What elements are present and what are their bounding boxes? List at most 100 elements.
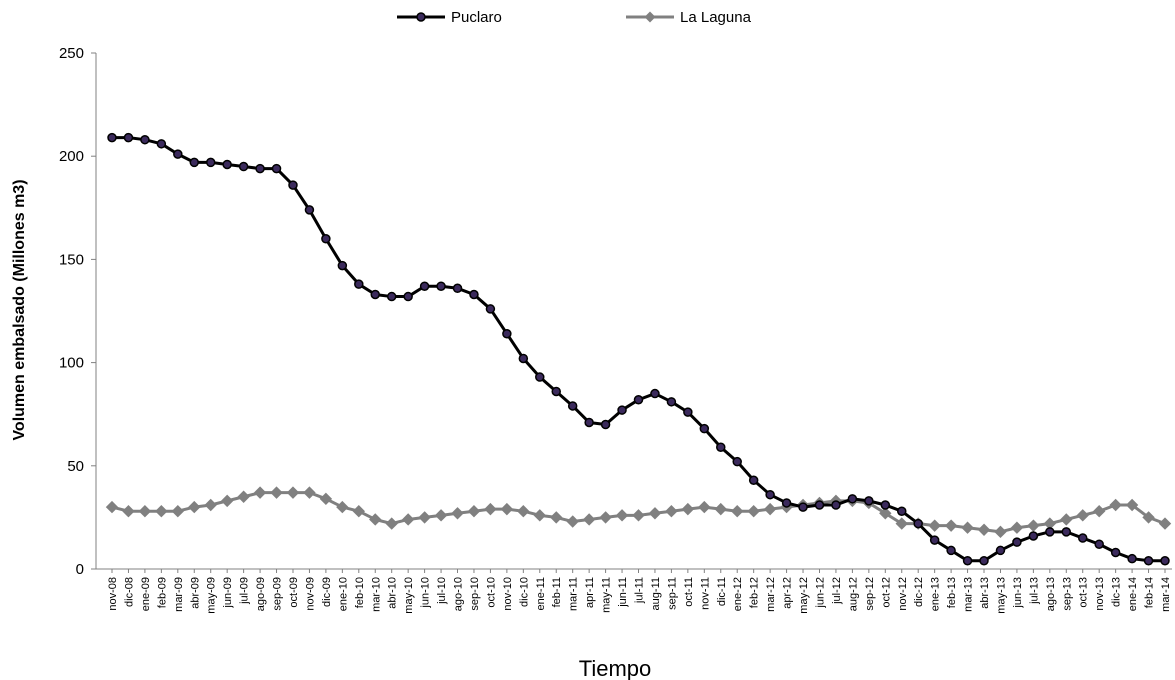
series-puclaro — [107, 132, 1170, 566]
x-tick-label: jul-10 — [436, 577, 448, 605]
data-point — [403, 291, 413, 302]
x-tick-label: feb-09 — [156, 577, 168, 608]
data-point — [699, 423, 710, 434]
x-tick-label: feb-12 — [749, 577, 761, 608]
data-point — [831, 500, 841, 510]
x-tick-label: oct-13 — [1078, 577, 1090, 608]
data-point — [469, 289, 479, 300]
x-tick-label: sep-10 — [469, 577, 481, 611]
data-point — [600, 419, 611, 430]
data-point — [370, 289, 380, 300]
data-point — [155, 505, 168, 518]
data-point — [648, 507, 662, 520]
series-la-laguna — [105, 486, 1172, 539]
x-tick-label: nov-09 — [304, 577, 316, 611]
x-tick-label: jul-11 — [634, 577, 646, 604]
x-tick-label: nov-11 — [699, 577, 711, 610]
data-point — [714, 502, 727, 516]
x-tick-label: feb-13 — [946, 577, 958, 608]
data-point — [286, 486, 300, 499]
x-tick-label: ene-11 — [535, 577, 547, 610]
x-tick-label: jul-13 — [1028, 577, 1040, 605]
x-tick-label: dic-08 — [123, 577, 135, 607]
data-point — [354, 279, 364, 289]
data-point — [650, 388, 660, 399]
data-point — [632, 509, 645, 522]
data-point — [1010, 521, 1024, 534]
axes — [95, 53, 1172, 570]
data-point — [895, 517, 908, 530]
y-tick-label: 100 — [59, 355, 84, 372]
x-tick-label: oct-10 — [485, 577, 497, 608]
x-tick-label: dic-13 — [1111, 577, 1123, 607]
x-tick-label: mar-14 — [1160, 577, 1172, 612]
data-point — [319, 492, 333, 506]
data-point — [238, 161, 249, 172]
data-point — [747, 505, 760, 518]
data-point — [204, 498, 217, 512]
x-tick-label: mar-11 — [568, 577, 580, 611]
x-tick-label: mar-10 — [370, 577, 382, 612]
data-point — [270, 486, 283, 499]
x-tick-label: feb-14 — [1144, 577, 1156, 608]
x-tick-label: mar-12 — [765, 577, 777, 612]
y-tick-label: 50 — [67, 458, 84, 475]
x-tick-label: oct-09 — [288, 577, 300, 608]
data-point — [336, 500, 349, 514]
data-point — [303, 486, 316, 499]
y-tick-label: 0 — [76, 561, 84, 578]
x-tick-label: aug-12 — [847, 577, 859, 611]
x-tick-label: nov-08 — [107, 577, 119, 611]
data-point — [138, 505, 152, 518]
data-point — [1061, 527, 1072, 537]
data-point — [369, 513, 382, 526]
data-point — [1027, 519, 1040, 532]
data-point — [979, 555, 989, 566]
data-point — [140, 134, 150, 145]
x-tick-label: ene-14 — [1127, 577, 1139, 611]
data-point — [337, 260, 348, 271]
series-layer — [105, 132, 1172, 566]
legend-item-puclaro: Puclaro — [397, 9, 502, 26]
data-point — [107, 132, 117, 143]
series-line — [112, 136, 1165, 563]
data-point — [666, 397, 677, 407]
x-tick-label: aug-11 — [650, 577, 662, 610]
data-point — [271, 163, 282, 174]
data-point — [253, 486, 267, 499]
data-point — [798, 502, 808, 512]
data-point — [452, 283, 463, 294]
x-tick-label: mar-09 — [173, 577, 185, 612]
x-tick-label: dic-12 — [913, 577, 925, 607]
data-point — [237, 490, 250, 503]
x-ticks: nov-08 dic-08 ene-09 feb-09 mar-09 abr-09 may-… — [107, 569, 1172, 614]
data-point — [188, 500, 201, 514]
data-point — [584, 417, 594, 428]
data-point — [1110, 547, 1121, 558]
x-tick-label: abr-10 — [387, 577, 399, 609]
legend-label: Puclaro — [451, 9, 502, 26]
data-point — [502, 328, 512, 339]
data-point — [255, 163, 265, 174]
data-point — [763, 502, 777, 516]
data-point — [533, 509, 546, 522]
data-point — [451, 507, 464, 520]
data-point — [864, 496, 874, 506]
data-point — [222, 159, 232, 170]
legend-label: La Laguna — [680, 9, 752, 26]
x-tick-label: ene-12 — [732, 577, 744, 611]
data-point — [961, 521, 974, 534]
data-point — [1076, 509, 1089, 522]
data-point — [681, 502, 695, 516]
data-point — [288, 180, 298, 190]
x-tick-label: may-12 — [798, 577, 810, 614]
x-tick-label: mar-13 — [963, 577, 975, 612]
x-tick-label: jun-10 — [420, 577, 432, 609]
data-point — [962, 555, 973, 566]
data-point — [665, 505, 678, 518]
data-point — [1125, 498, 1139, 512]
data-point — [551, 386, 561, 397]
x-tick-label: feb-11 — [551, 577, 563, 607]
x-tick-label: nov-12 — [897, 577, 909, 611]
data-point — [994, 525, 1007, 539]
